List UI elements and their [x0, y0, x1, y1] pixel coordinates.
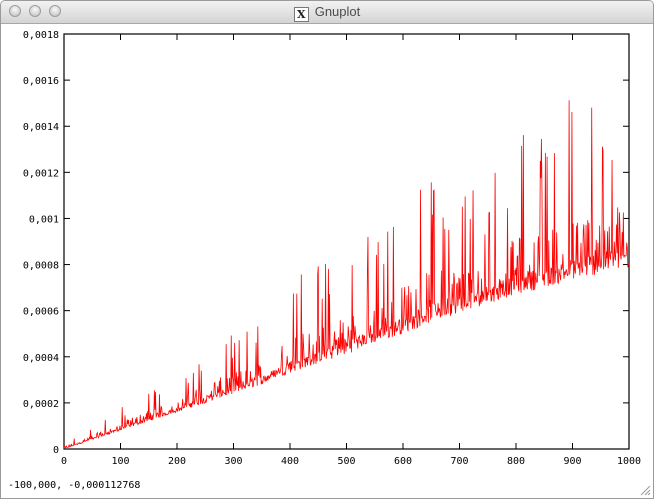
plot-area[interactable]: 0 0,0002 0,0004 0,0006 0,0008 0,001 0,0012 0,00…: [1, 24, 653, 489]
window-title: Gnuplot: [314, 4, 361, 19]
x-tick-label: 300: [224, 456, 242, 467]
x11-icon: X: [293, 7, 309, 22]
y-tick-label: 0,0014: [23, 122, 59, 133]
zoom-button[interactable]: [49, 5, 61, 17]
series-line: [63, 100, 630, 449]
x-tick-label: 400: [281, 456, 299, 467]
x-tick-label: 200: [168, 456, 186, 467]
y-tick-label: 0,0018: [23, 30, 59, 41]
x-tick-label: 800: [507, 456, 525, 467]
x-tick-label: 100: [111, 456, 129, 467]
y-tick-label: 0,0002: [23, 399, 59, 410]
x-tick-label: 0: [61, 456, 67, 467]
y-tick-label: 0: [53, 445, 59, 456]
plot-border: [63, 33, 630, 450]
y-tick-label: 0,001: [29, 214, 59, 225]
title-bar[interactable]: X Gnuplot: [1, 1, 653, 24]
resize-grip-icon[interactable]: [639, 484, 651, 496]
y-tick-label: 0,0012: [23, 168, 59, 179]
x-tick-label: 700: [450, 456, 468, 467]
window-title-group: X Gnuplot: [1, 4, 653, 22]
x-tick-label: 500: [337, 456, 355, 467]
y-tick-label: 0,0008: [23, 261, 59, 272]
minimize-button[interactable]: [29, 5, 41, 17]
close-button[interactable]: [9, 5, 21, 17]
line-chart[interactable]: 0 0,0002 0,0004 0,0006 0,0008 0,001 0,0012 0,00…: [1, 24, 653, 480]
x-tick-label: 1000: [617, 456, 641, 467]
status-bar: -100,000, -0,000112768: [1, 479, 653, 498]
x-tick-label: 600: [394, 456, 412, 467]
mouse-coordinates: -100,000, -0,000112768: [8, 480, 141, 491]
y-tick-label: 0,0004: [23, 353, 59, 364]
y-tick-label: 0,0006: [23, 307, 59, 318]
x-tick-label: 900: [563, 456, 581, 467]
y-tick-label: 0,0016: [23, 76, 59, 87]
